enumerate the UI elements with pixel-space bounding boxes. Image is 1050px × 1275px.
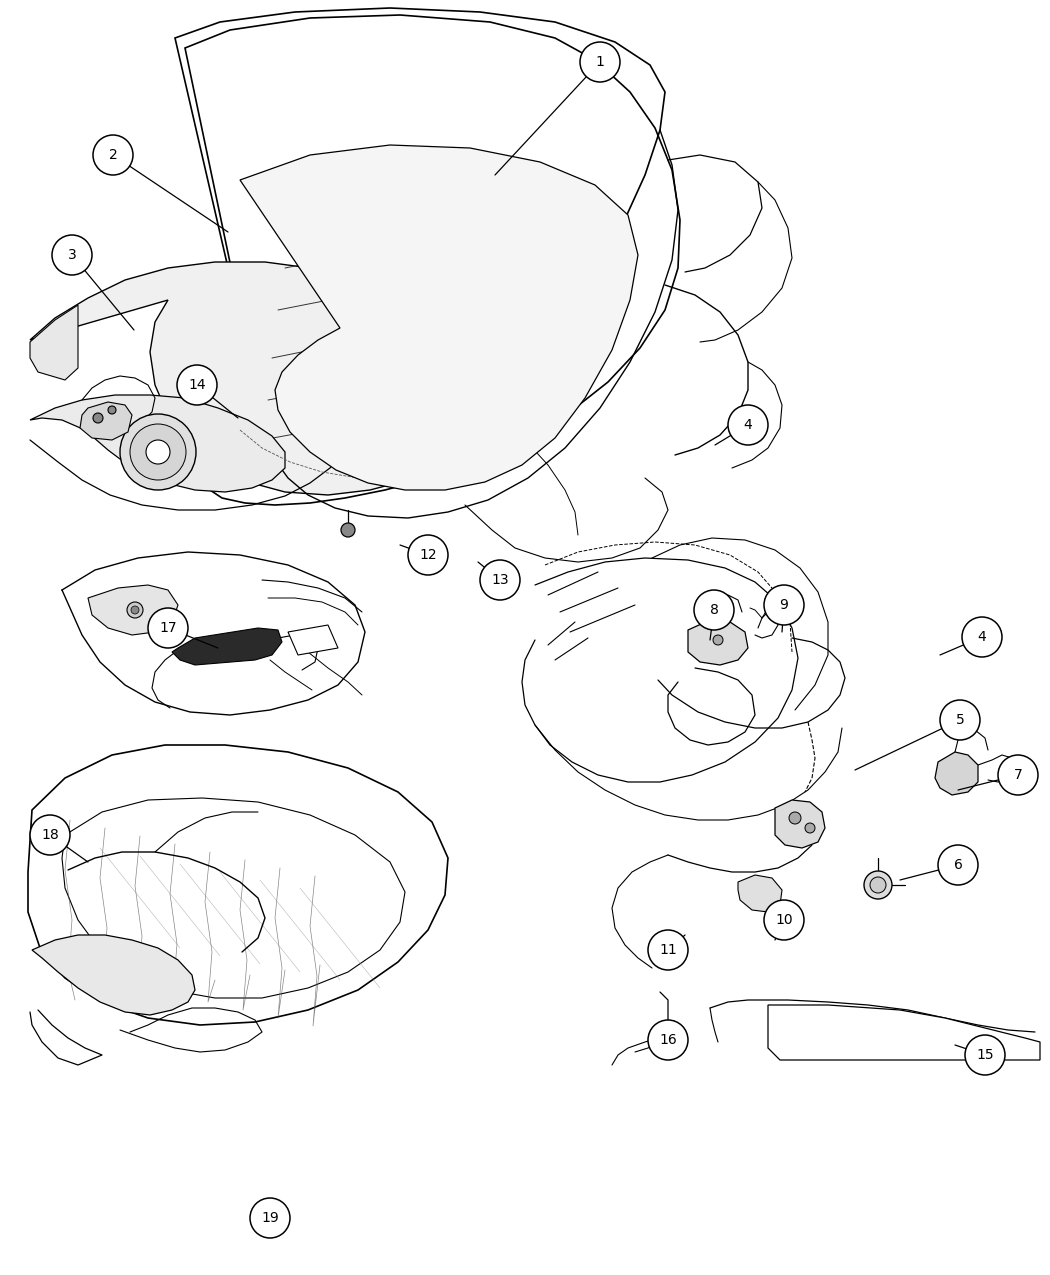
Text: 8: 8 xyxy=(710,603,718,617)
Text: 1: 1 xyxy=(595,55,605,69)
Text: 11: 11 xyxy=(659,944,677,958)
Text: 16: 16 xyxy=(659,1033,677,1047)
Circle shape xyxy=(658,1028,678,1048)
Polygon shape xyxy=(30,261,472,495)
Circle shape xyxy=(93,135,133,175)
Circle shape xyxy=(120,414,196,490)
Text: 14: 14 xyxy=(188,377,206,391)
Circle shape xyxy=(131,606,139,615)
Circle shape xyxy=(764,900,804,940)
Polygon shape xyxy=(175,8,680,505)
Circle shape xyxy=(864,871,892,899)
Text: 7: 7 xyxy=(1013,768,1023,782)
Circle shape xyxy=(694,590,734,630)
Circle shape xyxy=(648,1020,688,1060)
Polygon shape xyxy=(32,935,195,1015)
Polygon shape xyxy=(30,395,285,492)
Text: 18: 18 xyxy=(41,827,59,842)
Text: 4: 4 xyxy=(743,418,753,432)
Circle shape xyxy=(177,365,217,405)
Text: 9: 9 xyxy=(779,598,789,612)
Circle shape xyxy=(962,617,1002,657)
Text: 2: 2 xyxy=(108,148,118,162)
Circle shape xyxy=(805,822,815,833)
Text: 6: 6 xyxy=(953,858,963,872)
Polygon shape xyxy=(768,1005,1040,1060)
Circle shape xyxy=(789,812,801,824)
Circle shape xyxy=(250,1198,290,1238)
Circle shape xyxy=(663,1033,673,1043)
Text: 19: 19 xyxy=(261,1211,279,1225)
Text: 13: 13 xyxy=(491,572,509,586)
Circle shape xyxy=(870,877,886,892)
Text: 15: 15 xyxy=(976,1048,993,1062)
Circle shape xyxy=(648,929,688,970)
Polygon shape xyxy=(240,145,638,490)
Polygon shape xyxy=(88,585,178,635)
Polygon shape xyxy=(775,799,825,848)
Circle shape xyxy=(146,440,170,464)
Text: 4: 4 xyxy=(978,630,986,644)
Circle shape xyxy=(713,635,723,645)
Polygon shape xyxy=(288,625,338,655)
Polygon shape xyxy=(172,629,282,666)
Circle shape xyxy=(580,42,620,82)
Circle shape xyxy=(52,235,92,275)
Circle shape xyxy=(938,845,978,885)
Circle shape xyxy=(408,536,448,575)
Circle shape xyxy=(764,585,804,625)
Circle shape xyxy=(341,523,355,537)
Circle shape xyxy=(480,560,520,601)
Polygon shape xyxy=(30,305,78,380)
Text: 12: 12 xyxy=(419,548,437,562)
Text: 3: 3 xyxy=(67,249,77,261)
Circle shape xyxy=(965,1035,1005,1075)
Circle shape xyxy=(940,700,980,739)
Text: 17: 17 xyxy=(160,621,176,635)
Circle shape xyxy=(93,413,103,423)
Circle shape xyxy=(130,425,186,479)
Polygon shape xyxy=(738,875,782,912)
Circle shape xyxy=(108,405,116,414)
Circle shape xyxy=(127,602,143,618)
Polygon shape xyxy=(688,620,748,666)
Polygon shape xyxy=(28,745,448,1025)
Text: 5: 5 xyxy=(956,713,964,727)
Polygon shape xyxy=(80,402,132,440)
Circle shape xyxy=(998,755,1038,796)
Circle shape xyxy=(728,405,768,445)
Circle shape xyxy=(30,815,70,856)
Circle shape xyxy=(148,608,188,648)
Polygon shape xyxy=(934,752,978,796)
Text: 10: 10 xyxy=(775,913,793,927)
